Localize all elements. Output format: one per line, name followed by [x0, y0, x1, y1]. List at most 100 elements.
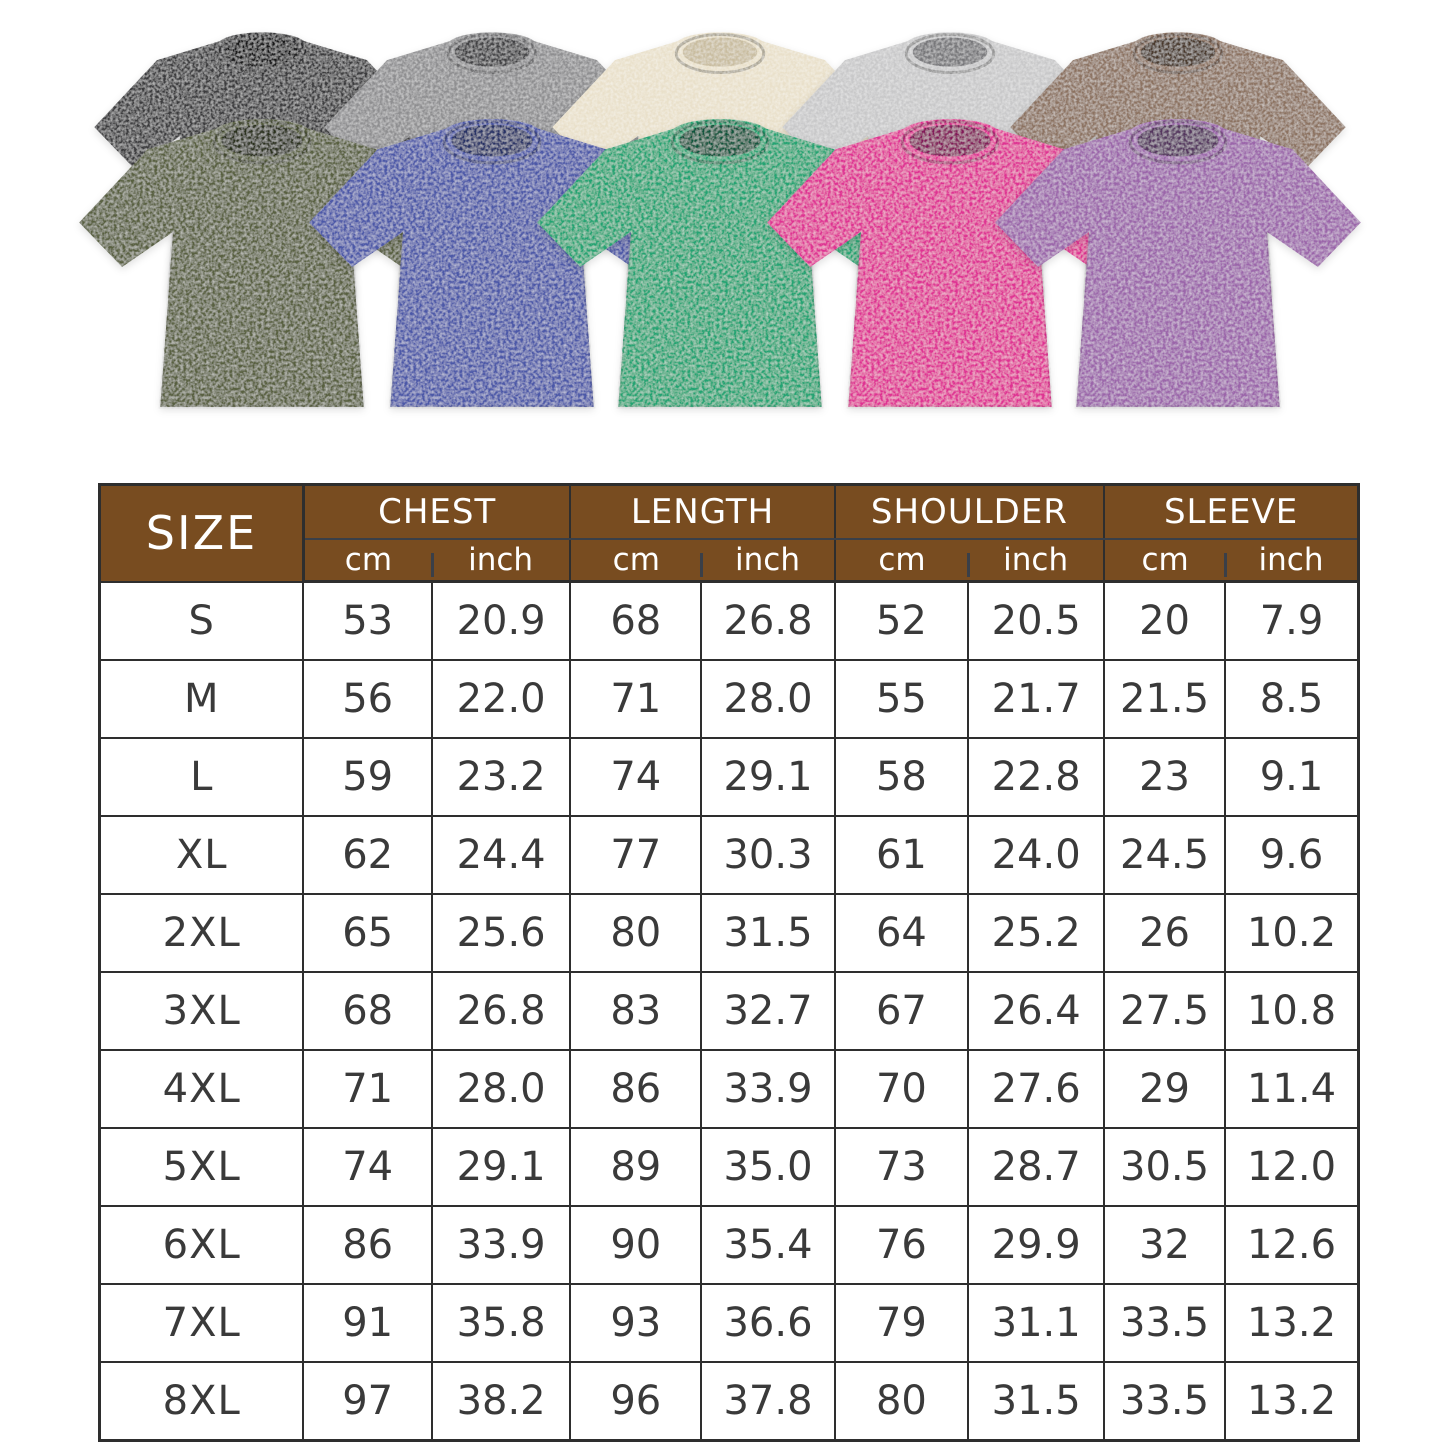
measure-value: 22.0 [430, 659, 572, 739]
size-label: 3XL [98, 971, 305, 1051]
measure-value: 64 [833, 893, 970, 973]
measure-value: 25.2 [967, 893, 1106, 973]
unit-label-inch: inch [967, 538, 1106, 583]
measure-value: 65 [302, 893, 433, 973]
collar-opening [454, 37, 530, 67]
size-label: 2XL [98, 893, 305, 973]
measure-value: 20 [1103, 580, 1226, 661]
size-row-xl: XL 62 24.4 77 30.3 61 24.0 24.5 9.6 [98, 815, 1360, 895]
measure-value: 29.1 [430, 1127, 572, 1207]
collar-opening [682, 37, 758, 67]
measure-value: 67 [833, 971, 970, 1051]
measure-value: 96 [569, 1361, 703, 1442]
measure-value: 10.2 [1224, 893, 1360, 973]
size-label: 6XL [98, 1205, 305, 1285]
measure-value: 32.7 [700, 971, 836, 1051]
size-label: L [98, 737, 305, 817]
measure-value: 68 [569, 580, 703, 661]
measure-value: 24.5 [1103, 815, 1226, 895]
unit-label-inch: inch [430, 538, 572, 583]
measure-value: 35.0 [700, 1127, 836, 1207]
size-chart-section: SIZE CHEST LENGTH SHOULDER SLEEVE cm inch cm inc… [98, 483, 1360, 1442]
unit-label-cm: cm [569, 538, 702, 583]
measure-value: 10.8 [1224, 971, 1360, 1051]
measure-value: 74 [302, 1127, 433, 1207]
size-label: 7XL [98, 1283, 305, 1363]
size-row-s: S 53 20.9 68 26.8 52 20.5 20 7.9 [98, 580, 1360, 661]
collar-opening [221, 124, 303, 157]
measure-value: 55 [833, 659, 970, 739]
measure-value: 22.8 [967, 737, 1106, 817]
unit-label-cm: cm [1103, 538, 1225, 583]
measure-value: 33.9 [430, 1205, 572, 1285]
measure-value: 21.7 [967, 659, 1106, 739]
measure-value: 86 [569, 1049, 703, 1129]
measure-value: 59 [302, 737, 433, 817]
size-label: 8XL [98, 1361, 305, 1442]
measure-value: 31.1 [967, 1283, 1106, 1363]
measure-value: 26 [1103, 893, 1226, 973]
size-row-6xl: 6XL 86 33.9 90 35.4 76 29.9 32 12.6 [98, 1205, 1360, 1285]
tshirt-green [537, 119, 903, 409]
measure-value: 7.9 [1224, 580, 1360, 661]
measure-value: 24.0 [967, 815, 1106, 895]
collar-opening [1140, 37, 1216, 67]
measure-value: 31.5 [700, 893, 836, 973]
measure-value: 33.5 [1103, 1283, 1226, 1363]
measure-value: 31.5 [967, 1361, 1106, 1442]
size-row-2xl: 2XL 65 25.6 80 31.5 64 25.2 26 10.2 [98, 893, 1360, 973]
size-column-header: SIZE [98, 483, 305, 583]
tshirt-blue [309, 119, 675, 409]
measure-value: 56 [302, 659, 433, 739]
unit-label-cm: cm [302, 538, 432, 583]
measure-value: 76 [833, 1205, 970, 1285]
product-gallery [0, 0, 1445, 475]
measure-value: 52 [833, 580, 970, 661]
collar-opening [224, 37, 300, 67]
measure-value: 25.6 [430, 893, 572, 973]
measure-value: 20.5 [967, 580, 1106, 661]
collar-opening [909, 124, 991, 157]
measure-value: 21.5 [1103, 659, 1226, 739]
measure-value: 80 [569, 893, 703, 973]
measure-value: 36.6 [700, 1283, 836, 1363]
measure-value: 27.6 [967, 1049, 1106, 1129]
unit-label-cm: cm [833, 538, 969, 583]
measure-value: 24.4 [430, 815, 572, 895]
measure-value: 33.9 [700, 1049, 836, 1129]
measure-value: 30.3 [700, 815, 836, 895]
measure-value: 32 [1103, 1205, 1226, 1285]
measure-value: 79 [833, 1283, 970, 1363]
measure-value: 73 [833, 1127, 970, 1207]
measure-value: 35.4 [700, 1205, 836, 1285]
measure-value: 80 [833, 1361, 970, 1442]
size-label: M [98, 659, 305, 739]
size-row-7xl: 7XL 91 35.8 93 36.6 79 31.1 33.5 13.2 [98, 1283, 1360, 1363]
size-row-3xl: 3XL 68 26.8 83 32.7 67 26.4 27.5 10.8 [98, 971, 1360, 1051]
group-header-shoulder: SHOULDER [833, 483, 1106, 540]
measure-value: 26.8 [430, 971, 572, 1051]
size-label: XL [98, 815, 305, 895]
measure-value: 23.2 [430, 737, 572, 817]
measure-value: 83 [569, 971, 703, 1051]
size-row-5xl: 5XL 74 29.1 89 35.0 73 28.7 30.5 12.0 [98, 1127, 1360, 1207]
size-row-4xl: 4XL 71 28.0 86 33.9 70 27.6 29 11.4 [98, 1049, 1360, 1129]
measure-value: 20.9 [430, 580, 572, 661]
measure-value: 38.2 [430, 1361, 572, 1442]
unit-label-inch: inch [700, 538, 836, 583]
measure-value: 68 [302, 971, 433, 1051]
measure-value: 58 [833, 737, 970, 817]
collar-opening [1137, 124, 1219, 157]
measure-value: 28.0 [430, 1049, 572, 1129]
tshirt-purple [995, 119, 1361, 409]
measure-value: 35.8 [430, 1283, 572, 1363]
measure-value: 71 [569, 659, 703, 739]
measure-value: 13.2 [1224, 1283, 1360, 1363]
size-row-m: M 56 22.0 71 28.0 55 21.7 21.5 8.5 [98, 659, 1360, 739]
measure-value: 28.0 [700, 659, 836, 739]
measure-value: 53 [302, 580, 433, 661]
measure-value: 90 [569, 1205, 703, 1285]
measure-value: 13.2 [1224, 1361, 1360, 1442]
measure-value: 11.4 [1224, 1049, 1360, 1129]
size-chart-table: SIZE CHEST LENGTH SHOULDER SLEEVE cm inch cm inc… [98, 483, 1360, 1442]
